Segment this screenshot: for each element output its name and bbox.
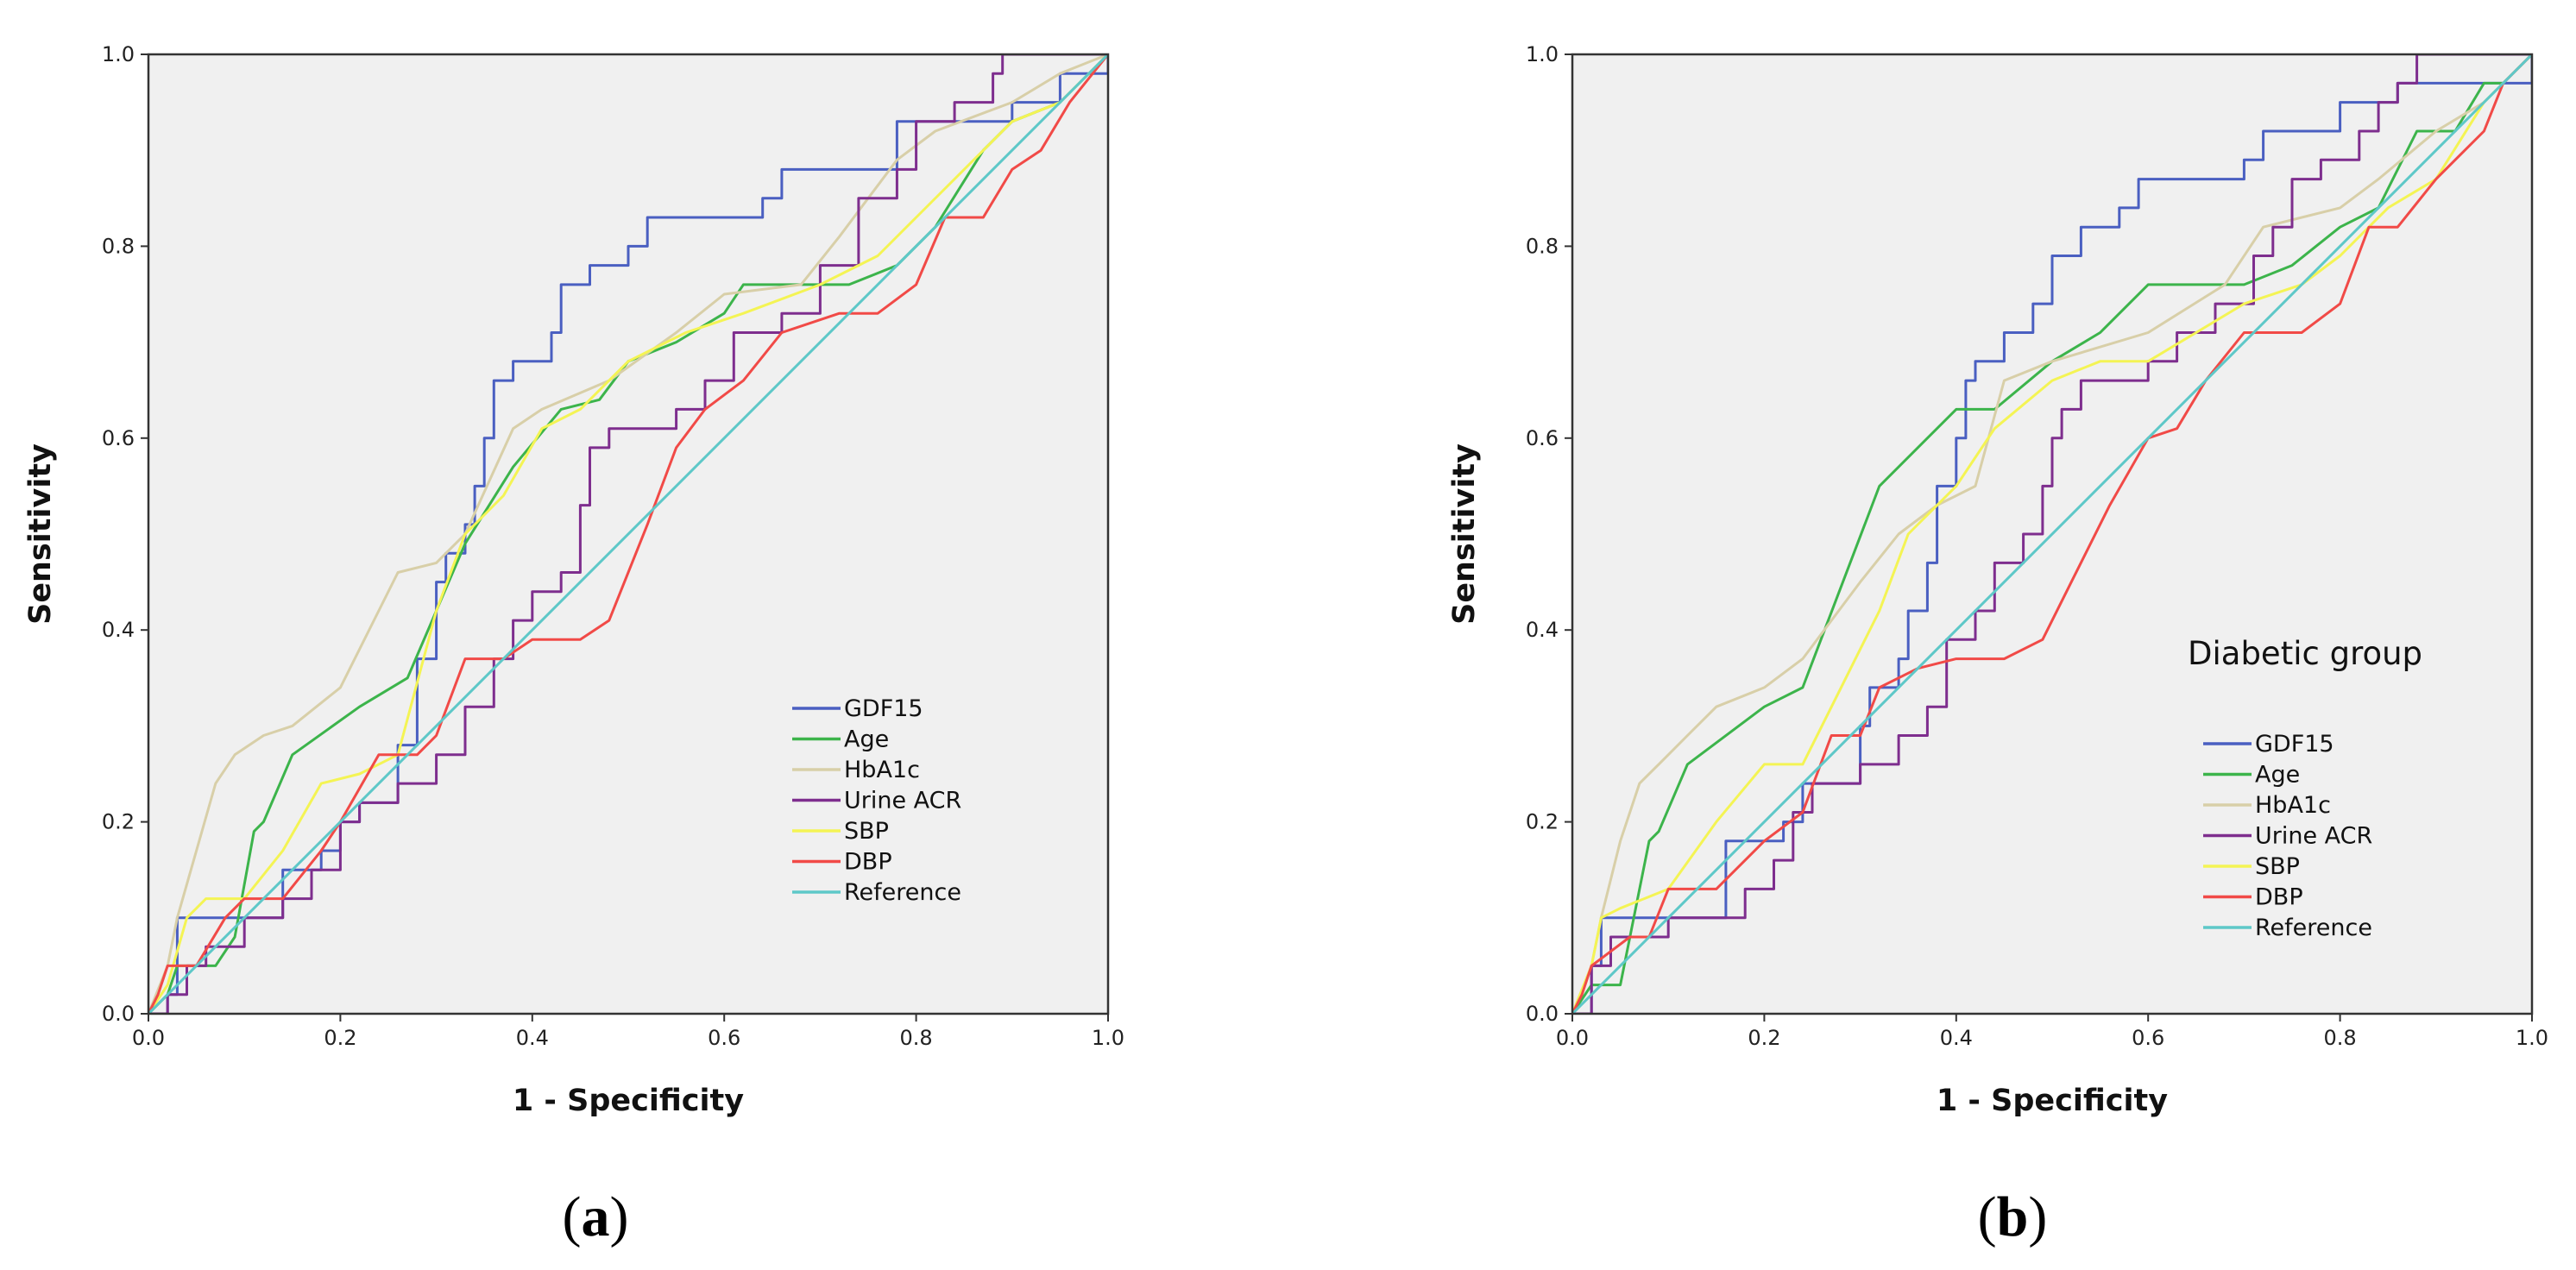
plot-frame bbox=[147, 53, 1110, 1015]
y-axis-title: Sensitivity bbox=[1447, 443, 1482, 625]
panel-label-open: ( bbox=[563, 1185, 582, 1248]
y-tick-label: 0.6 bbox=[102, 426, 135, 450]
x-tick-label: 0.0 bbox=[132, 1026, 165, 1050]
x-tick-label: 0.2 bbox=[1748, 1026, 1780, 1050]
series-line-sbp bbox=[148, 54, 1108, 1014]
x-tick-label: 0.8 bbox=[2324, 1026, 2357, 1050]
legend-label-urine-acr: Urine ACR bbox=[844, 788, 961, 814]
panel-label-letter: b bbox=[1997, 1185, 2029, 1248]
x-tick-label: 1.0 bbox=[2516, 1026, 2548, 1050]
legend-label-urine-acr: Urine ACR bbox=[2255, 823, 2372, 850]
legend-label-hba1c: HbA1c bbox=[844, 757, 920, 783]
panel-label-close: ) bbox=[610, 1185, 629, 1248]
legend-label-reference: Reference bbox=[2255, 915, 2372, 941]
x-tick-label: 0.0 bbox=[1556, 1026, 1589, 1050]
y-tick-label: 0.2 bbox=[102, 810, 135, 834]
y-tick-label: 0.8 bbox=[1526, 234, 1559, 258]
legend-label-dbp: DBP bbox=[844, 849, 892, 876]
legend-label-age: Age bbox=[2255, 762, 2300, 789]
y-tick-label: 0.4 bbox=[1526, 618, 1559, 642]
series-line-hba1c bbox=[148, 54, 1108, 1014]
x-tick-label: 1.0 bbox=[1092, 1026, 1124, 1050]
plot-frame bbox=[1571, 53, 2534, 1015]
legend-label-sbp: SBP bbox=[2255, 853, 2300, 880]
x-tick-label: 0.6 bbox=[2132, 1026, 2164, 1050]
series-line-dbp bbox=[1572, 54, 2532, 1014]
legend-label-reference: Reference bbox=[844, 879, 961, 906]
x-tick-label: 0.8 bbox=[900, 1026, 933, 1050]
legend-label-gdf15: GDF15 bbox=[2255, 731, 2334, 758]
x-axis-title: 1 - Specificity bbox=[513, 1084, 744, 1118]
legend: GDF15 Age HbA1c Urine ACR SBP DBP Reference bbox=[2203, 731, 2372, 941]
chart-annotation: Diabetic group bbox=[2188, 635, 2422, 672]
series-line-reference bbox=[148, 54, 1108, 1014]
y-tick-label: 0.2 bbox=[1526, 810, 1559, 834]
series-line-reference bbox=[1572, 54, 2532, 1014]
panel-label: (b) bbox=[1978, 1185, 2048, 1248]
x-tick-label: 0.4 bbox=[516, 1026, 549, 1050]
series-group bbox=[148, 54, 1108, 1014]
legend: GDF15 Age HbA1c Urine ACR SBP DBP Reference bbox=[792, 695, 961, 906]
series-line-gdf15 bbox=[148, 54, 1108, 1014]
x-axis-title: 1 - Specificity bbox=[1937, 1084, 2168, 1118]
legend-label-dbp: DBP bbox=[2255, 884, 2303, 911]
panel-label-open: ( bbox=[1978, 1185, 1997, 1248]
x-tick-label: 0.6 bbox=[708, 1026, 740, 1050]
series-group bbox=[1572, 54, 2532, 1014]
roc-panel-a: 0.0 0.2 0.4 0.6 0.8 1.0 0.0 0.2 0.4 0.6 0.8 1.0 1 - … bbox=[23, 42, 1124, 1248]
series-line-hba1c bbox=[1572, 54, 2532, 1014]
series-line-urine-acr bbox=[148, 54, 1108, 1014]
panel-label-letter: a bbox=[582, 1185, 610, 1248]
y-tick-label: 0.6 bbox=[1526, 426, 1559, 450]
y-tick-label: 0.8 bbox=[102, 234, 135, 258]
legend-label-sbp: SBP bbox=[844, 818, 889, 845]
y-axis-title: Sensitivity bbox=[23, 443, 58, 625]
y-tick-label: 0.4 bbox=[102, 618, 135, 642]
series-line-sbp bbox=[1572, 54, 2532, 1014]
y-tick-label: 1.0 bbox=[1526, 42, 1559, 66]
legend-label-hba1c: HbA1c bbox=[2255, 792, 2331, 819]
y-tick-label: 0.0 bbox=[1526, 1002, 1559, 1026]
legend-label-gdf15: GDF15 bbox=[844, 695, 923, 722]
panel-label-close: ) bbox=[2028, 1185, 2047, 1248]
series-line-urine-acr bbox=[1572, 54, 2532, 1014]
y-tick-label: 0.0 bbox=[102, 1002, 135, 1026]
legend-label-age: Age bbox=[844, 726, 889, 753]
panel-label: (a) bbox=[563, 1185, 629, 1248]
y-tick-label: 1.0 bbox=[102, 42, 135, 66]
x-tick-label: 0.2 bbox=[324, 1026, 356, 1050]
roc-panel-b: 0.0 0.2 0.4 0.6 0.8 1.0 0.0 0.2 0.4 0.6 0.8 1.0 1 - … bbox=[1447, 42, 2548, 1248]
x-tick-label: 0.4 bbox=[1940, 1026, 1973, 1050]
